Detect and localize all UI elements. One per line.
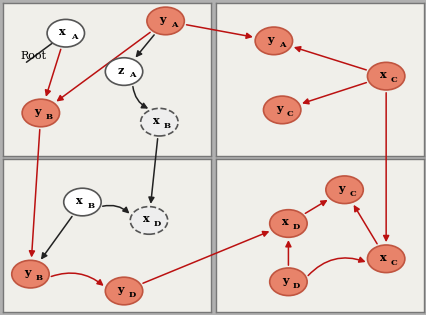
- Text: Root: Root: [20, 51, 46, 61]
- Text: D: D: [128, 291, 135, 299]
- Circle shape: [263, 96, 300, 124]
- Text: x: x: [379, 252, 386, 263]
- Text: y: y: [275, 103, 282, 114]
- Text: D: D: [292, 282, 299, 289]
- Circle shape: [367, 245, 404, 272]
- Text: A: A: [129, 72, 135, 79]
- Text: C: C: [349, 190, 355, 198]
- Text: y: y: [118, 284, 124, 295]
- Text: x: x: [281, 216, 288, 227]
- Text: y: y: [159, 14, 165, 25]
- Text: y: y: [267, 34, 273, 45]
- Text: D: D: [292, 223, 299, 231]
- Text: B: B: [46, 113, 52, 121]
- Text: B: B: [35, 274, 42, 282]
- Text: x: x: [76, 195, 83, 206]
- Text: A: A: [278, 41, 285, 49]
- Text: C: C: [390, 76, 397, 84]
- Text: x: x: [153, 115, 159, 126]
- Text: x: x: [59, 26, 66, 37]
- Text: A: A: [71, 33, 77, 41]
- Circle shape: [269, 210, 306, 237]
- Text: y: y: [282, 275, 288, 286]
- Text: x: x: [142, 213, 149, 224]
- Text: A: A: [170, 21, 177, 29]
- Text: z: z: [118, 65, 124, 76]
- Text: C: C: [286, 110, 293, 118]
- Circle shape: [140, 108, 178, 136]
- Text: y: y: [35, 106, 41, 117]
- Text: D: D: [153, 220, 161, 228]
- Circle shape: [255, 27, 292, 55]
- Text: B: B: [164, 122, 171, 130]
- Text: y: y: [24, 267, 31, 278]
- Text: y: y: [337, 183, 344, 194]
- Circle shape: [63, 188, 101, 216]
- Text: x: x: [379, 69, 386, 80]
- Circle shape: [147, 7, 184, 35]
- Circle shape: [130, 207, 167, 234]
- Circle shape: [105, 277, 142, 305]
- Text: C: C: [390, 259, 397, 266]
- Circle shape: [269, 268, 306, 295]
- Circle shape: [47, 20, 84, 47]
- Circle shape: [325, 176, 363, 203]
- Circle shape: [22, 99, 59, 127]
- Circle shape: [105, 58, 142, 85]
- Circle shape: [367, 62, 404, 90]
- Circle shape: [12, 260, 49, 288]
- Text: B: B: [87, 202, 94, 210]
